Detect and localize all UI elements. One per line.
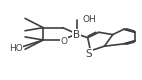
Text: O: O [60,37,68,46]
Text: B: B [73,30,80,40]
Text: OH: OH [82,15,96,24]
Text: S: S [86,49,92,59]
Text: HO: HO [9,44,23,53]
